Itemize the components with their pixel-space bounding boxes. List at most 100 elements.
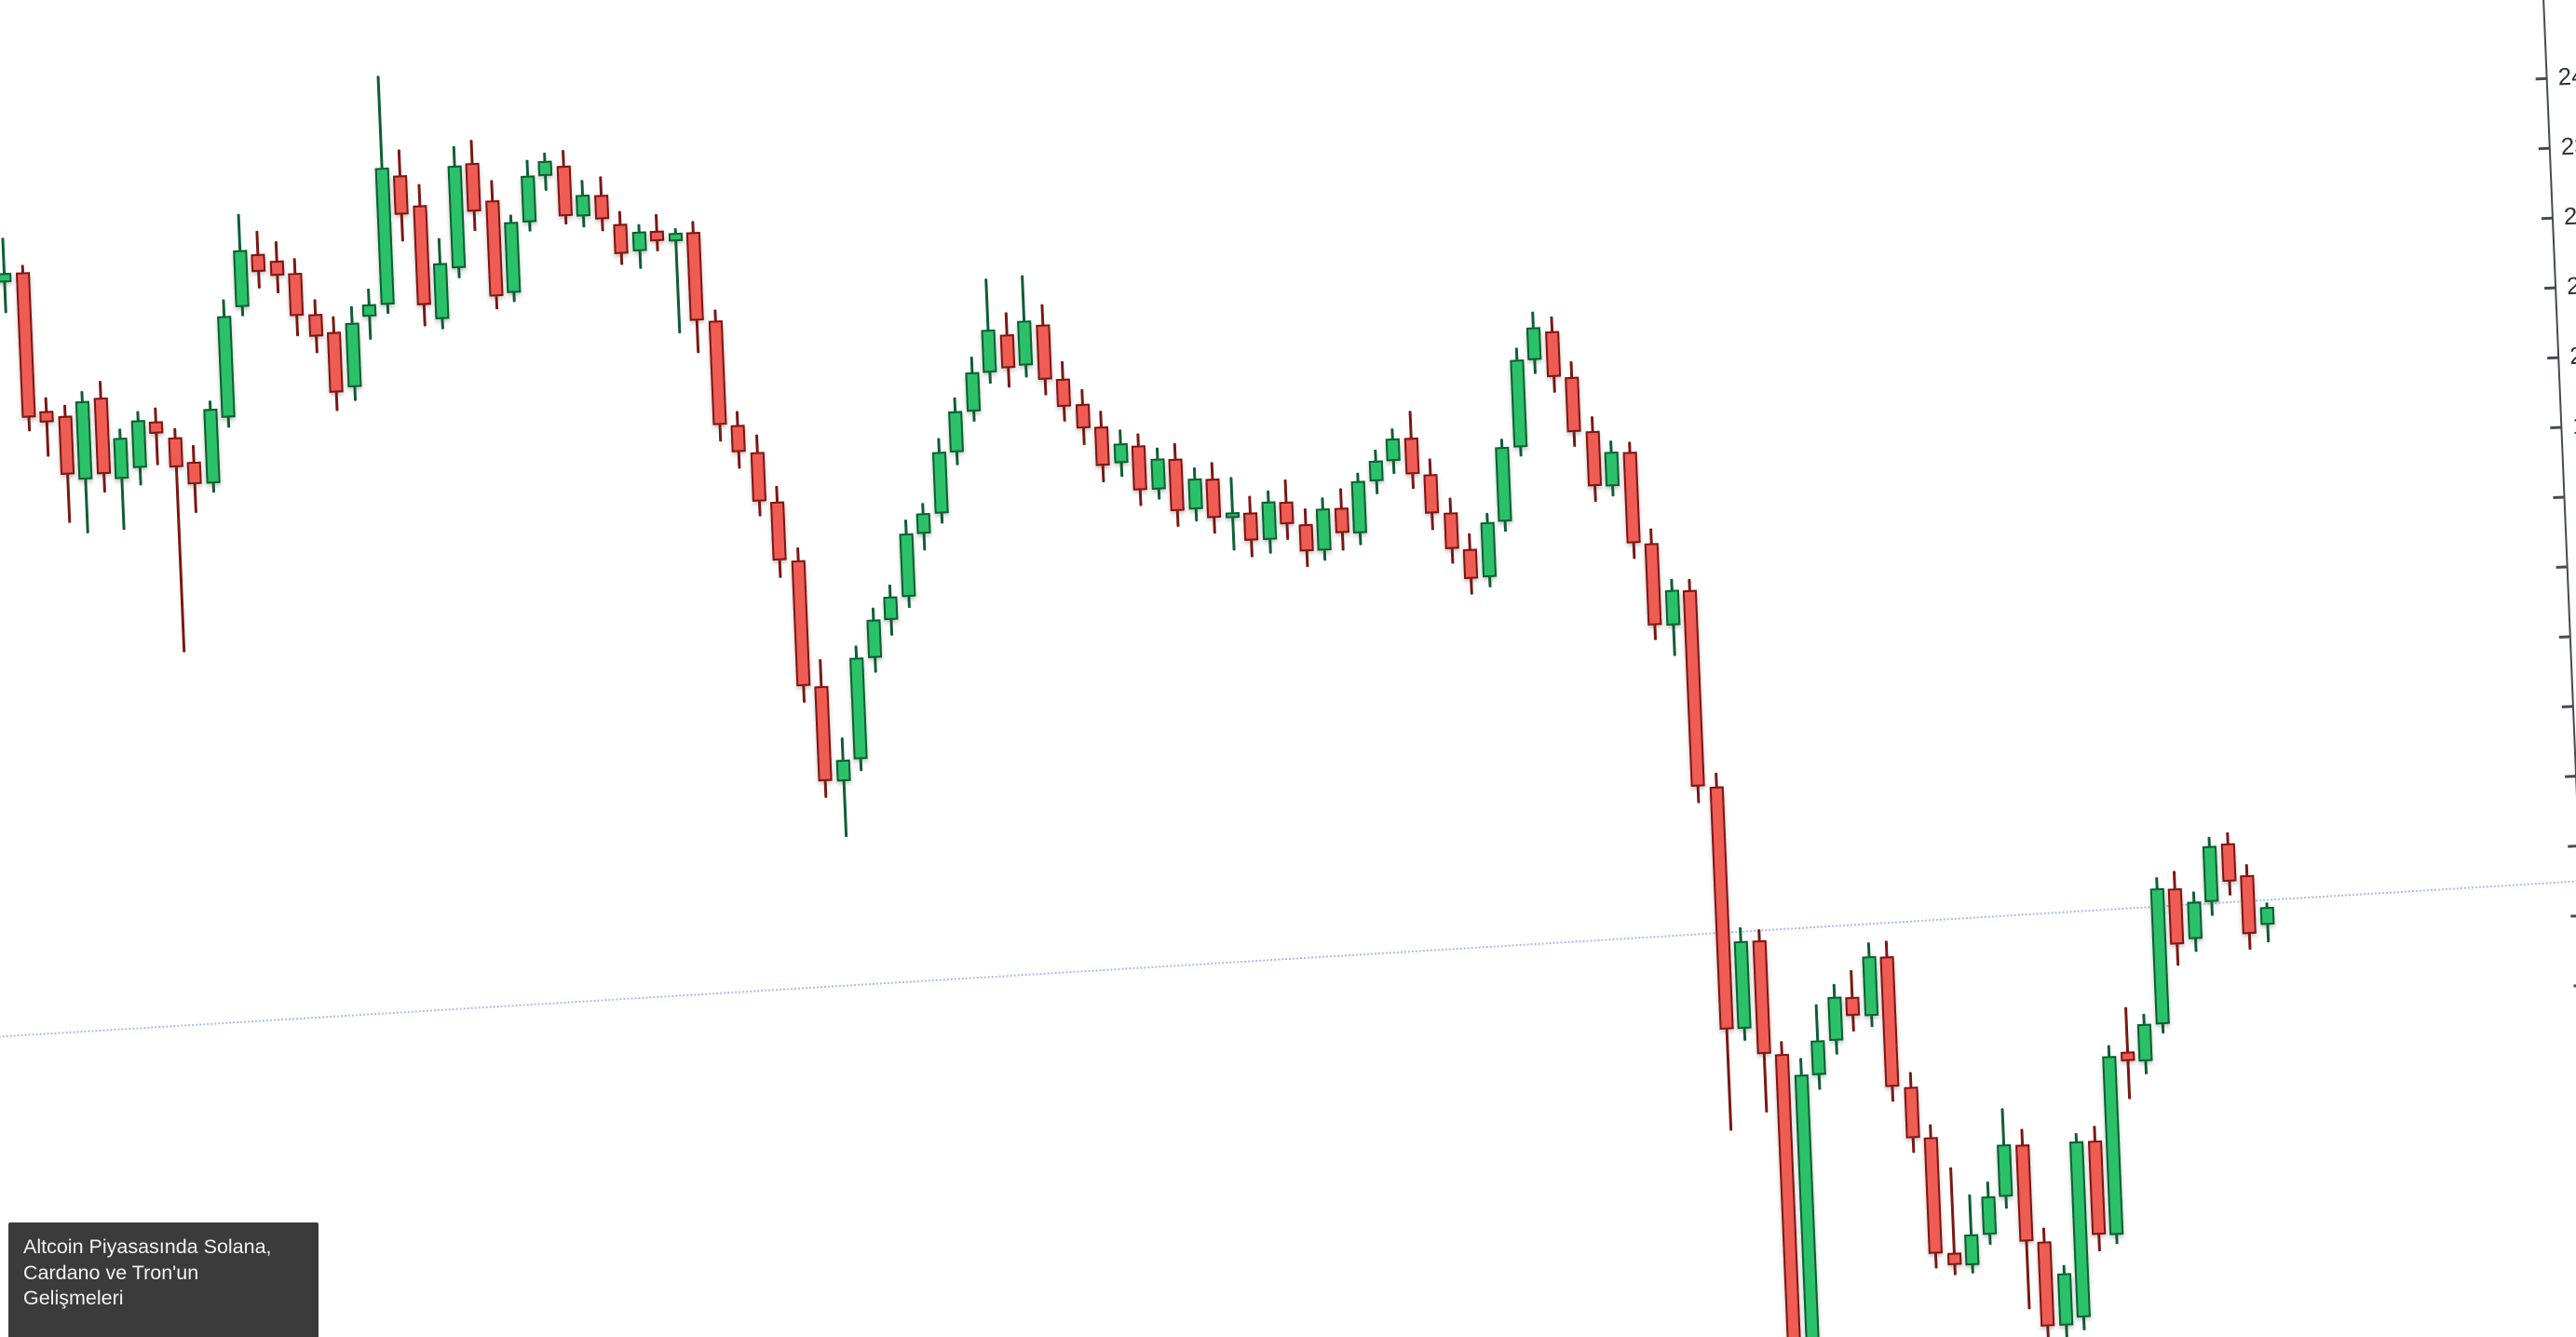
y-axis-tick-label: 23	[2560, 131, 2576, 161]
candle-up	[202, 409, 221, 484]
candle-up	[1664, 589, 1680, 626]
candle-down	[1093, 426, 1110, 466]
candle-down	[750, 452, 766, 502]
candle-down	[1055, 378, 1071, 407]
y-axis-tick-label: 22	[2563, 201, 2576, 231]
candle-up	[0, 273, 12, 283]
candle-down	[484, 200, 504, 297]
candle-up	[2186, 901, 2203, 939]
candle-down	[649, 230, 665, 242]
candle-up	[1964, 1234, 1980, 1265]
candle-down	[685, 232, 704, 321]
candle-up	[2069, 1141, 2091, 1318]
candle-up	[2102, 1056, 2124, 1236]
candle-up	[1315, 507, 1332, 551]
candle-up	[2259, 906, 2274, 926]
candle-up	[2149, 887, 2170, 1025]
candle-down	[2220, 843, 2236, 883]
candle-down	[814, 685, 833, 782]
candle-down	[593, 195, 609, 220]
candle-down	[1946, 1252, 1961, 1265]
y-axis-tick	[2538, 146, 2550, 151]
candle-up	[883, 596, 899, 620]
y-axis-tick-label: 24	[2556, 61, 2576, 91]
price-axis-ticks: 242322212019181716151413121110	[0, 0, 2576, 988]
candle-down	[269, 261, 284, 277]
candle-down	[1279, 501, 1295, 525]
candle-down	[2167, 888, 2185, 945]
candle-up	[217, 316, 236, 419]
candle-down	[39, 411, 54, 424]
candle-down	[288, 273, 305, 317]
candle-up	[345, 322, 361, 388]
candle-down	[1242, 511, 1259, 542]
candle-wick	[673, 227, 681, 333]
candle-down	[251, 253, 266, 273]
candle-down	[1334, 507, 1349, 534]
candle-down	[465, 163, 481, 212]
candle-up	[1186, 478, 1203, 510]
candle-up	[849, 657, 868, 761]
candle-down	[1585, 431, 1602, 487]
y-axis-tick	[2570, 914, 2576, 918]
candle-up	[447, 165, 466, 269]
y-axis-tick	[2556, 565, 2568, 569]
candle-down	[1035, 324, 1052, 380]
candle-down	[1403, 438, 1419, 475]
candle-down	[1298, 524, 1314, 552]
candle-up	[1826, 996, 1843, 1041]
y-axis-tick	[2550, 425, 2562, 430]
candle-up	[361, 304, 377, 317]
candle-down	[1168, 458, 1185, 512]
candle-up	[668, 232, 683, 242]
y-axis-tick-label: 19	[2571, 410, 2576, 439]
candle-up	[1997, 1143, 2013, 1197]
candle-down	[15, 271, 36, 419]
candle-up	[1604, 452, 1620, 487]
candle-down	[168, 437, 183, 468]
y-axis-tick-label: 20	[2569, 340, 2576, 371]
candle-down	[1923, 1137, 1943, 1254]
candle-down	[1423, 474, 1440, 514]
candle-down	[708, 320, 726, 425]
candle-down	[57, 415, 75, 475]
candle-up	[1017, 320, 1034, 367]
y-axis-tick	[2561, 705, 2573, 709]
y-axis-tick	[2568, 844, 2576, 848]
candle-up	[1509, 359, 1527, 448]
candle-down	[148, 421, 164, 434]
candle-down	[1565, 376, 1581, 432]
price-axis[interactable]	[2535, 0, 2576, 1337]
candle-up	[915, 512, 931, 534]
candle-wick	[44, 397, 50, 457]
candle-up	[2202, 845, 2219, 903]
candle-down	[186, 461, 202, 484]
candle-up	[537, 160, 553, 176]
candle-down	[1845, 996, 1861, 1017]
candle-up	[1149, 458, 1166, 490]
candle-up	[130, 419, 147, 468]
candle-down	[2120, 1051, 2135, 1061]
candle-up	[2056, 1273, 2073, 1327]
candle-down	[1644, 543, 1662, 626]
candle-down	[1879, 955, 1900, 1087]
y-axis-tick-label: 21	[2566, 270, 2576, 301]
candle-up	[504, 222, 522, 293]
candle-up	[1525, 327, 1542, 361]
candle-down	[1443, 512, 1459, 549]
candle-down	[1462, 548, 1479, 580]
candle-up	[981, 329, 997, 373]
candle-down	[1205, 478, 1222, 519]
candle-up	[374, 168, 395, 305]
candle-up	[931, 452, 949, 514]
y-axis-tick	[2558, 635, 2570, 639]
candle-up	[432, 263, 450, 319]
trend-line[interactable]	[0, 874, 2576, 1039]
candle-up	[1495, 446, 1512, 522]
candle-up	[1980, 1196, 1997, 1236]
candle-up	[1733, 940, 1752, 1030]
candle-up	[899, 533, 915, 598]
candle-down	[770, 501, 787, 561]
